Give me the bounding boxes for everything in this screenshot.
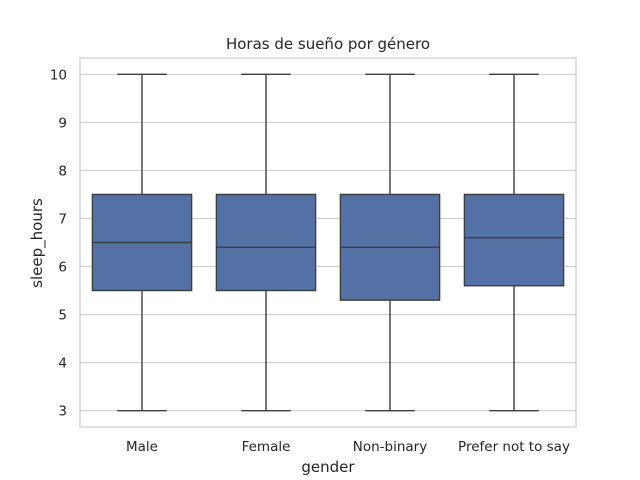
y-axis-label: sleep_hours [28, 198, 47, 288]
y-tick-label-10: 10 [50, 67, 67, 83]
box-prefer-not-to-say [463, 73, 565, 412]
boxes [91, 73, 565, 412]
plot-border [79, 57, 577, 428]
x-tick-label-female: Female [242, 439, 291, 455]
y-tick-label-7: 7 [58, 211, 67, 227]
y-tick-label-4: 4 [58, 356, 67, 372]
x-tick-labels: Male Female Non-binary Prefer not to say [126, 439, 570, 455]
box-non-binary [339, 73, 441, 412]
box-male [91, 73, 193, 412]
x-tick-label-male: Male [126, 439, 158, 455]
y-tick-label-8: 8 [58, 163, 67, 179]
y-tick-label-6: 6 [58, 260, 67, 276]
y-tick-label-5: 5 [58, 308, 67, 324]
iqr-box [215, 193, 317, 292]
plot-frame [79, 57, 577, 428]
y-tick-label-3: 3 [58, 404, 67, 420]
y-tick-label-9: 9 [58, 115, 67, 131]
x-tick-label-prefer-not-to-say: Prefer not to say [458, 439, 570, 455]
chart-title: Horas de sueño por género [226, 35, 430, 53]
y-tick-labels: 3 4 5 6 7 8 9 10 [50, 67, 67, 419]
x-axis-label: gender [301, 458, 355, 476]
box-female [215, 73, 317, 412]
iqr-box [463, 193, 565, 287]
x-tick-label-non-binary: Non-binary [353, 439, 427, 455]
